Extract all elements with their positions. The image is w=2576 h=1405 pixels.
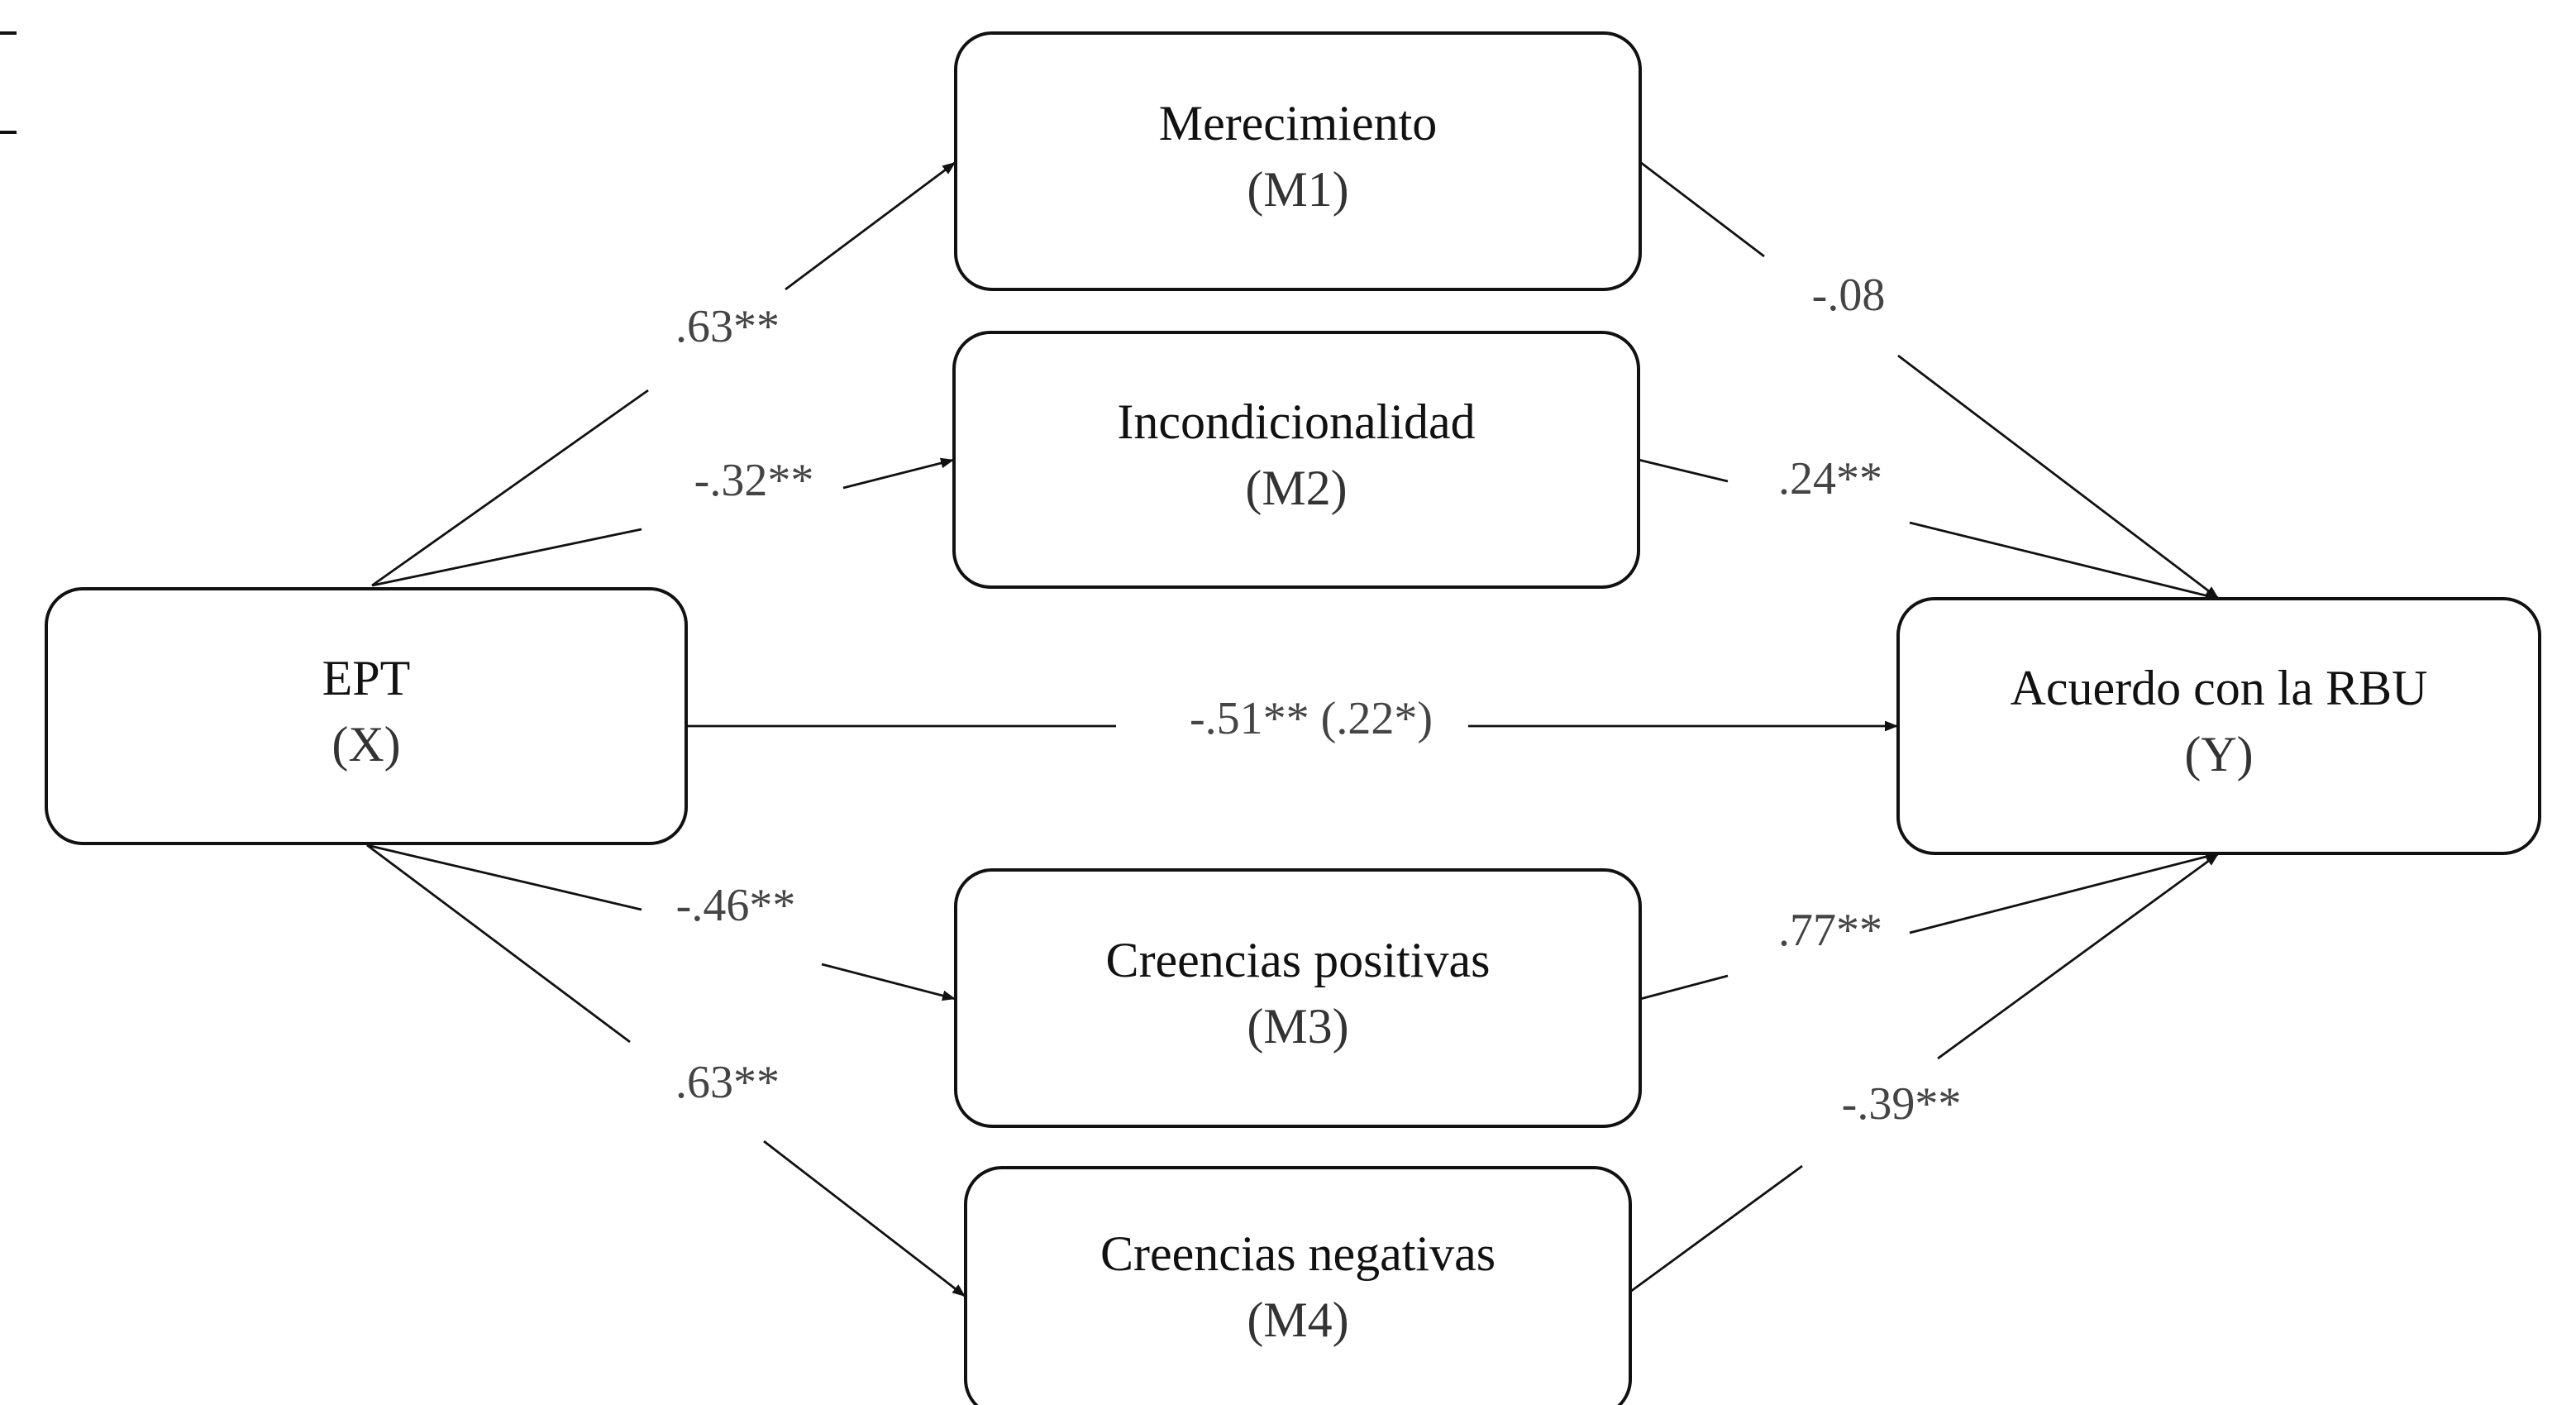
edge-arrow	[785, 160, 956, 291]
edge-label: .63**	[675, 301, 780, 352]
edge-arrow	[821, 963, 956, 1001]
edge-line	[366, 843, 631, 1044]
edge-label: -.32**	[694, 455, 814, 506]
edge-arrow	[1909, 851, 2220, 934]
edge-line	[1638, 458, 1729, 483]
edge-label: -.39**	[1842, 1078, 1962, 1130]
edge-label: .24**	[1778, 453, 1882, 504]
node-subtitle: (X)	[332, 717, 400, 772]
node-box	[45, 587, 688, 845]
node-subtitle: (M1)	[1247, 162, 1348, 217]
node-title: EPT	[322, 651, 411, 705]
node-box	[954, 868, 1642, 1128]
edge-label: .63**	[675, 1057, 780, 1108]
edge-label: -.46**	[676, 880, 796, 931]
edge-arrow	[1937, 852, 2220, 1060]
node-box	[954, 31, 1642, 291]
edge-arrow	[763, 1140, 966, 1298]
edge-label: .77**	[1778, 905, 1882, 956]
node-title: Creencias negativas	[1100, 1226, 1496, 1281]
node-box	[1896, 597, 2541, 855]
node-title: Merecimiento	[1159, 96, 1438, 151]
node-subtitle: (M2)	[1245, 461, 1347, 515]
node-subtitle: (Y)	[2184, 727, 2253, 781]
node-box	[952, 331, 1640, 589]
edge-line	[366, 843, 642, 911]
node-subtitle: (M3)	[1247, 999, 1348, 1054]
edge-arrow	[842, 457, 955, 490]
edge-arrow	[1909, 521, 2220, 601]
edge-line	[371, 528, 642, 587]
node-subtitle: (M4)	[1247, 1293, 1348, 1347]
node-title: Incondicionalidad	[1117, 394, 1475, 449]
edge-label: -.08	[1812, 270, 1886, 321]
edge-line	[1639, 974, 1729, 1001]
edge-line	[1629, 1164, 1803, 1293]
edge-arrow	[1897, 354, 2220, 600]
edge-line	[1639, 160, 1765, 258]
node-title: Acuerdo con la RBU	[2011, 661, 2428, 715]
edge-line	[371, 389, 649, 587]
node-box	[964, 1166, 1632, 1405]
edge-label: -.51** (.22*)	[1190, 693, 1433, 744]
node-title: Creencias positivas	[1106, 933, 1491, 987]
